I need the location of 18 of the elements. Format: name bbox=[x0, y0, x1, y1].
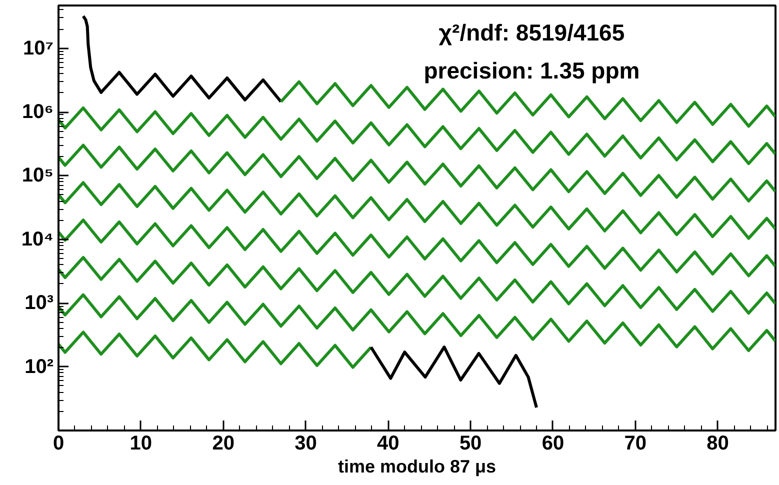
x-tick-label: 0 bbox=[52, 432, 64, 454]
y-tick-label: 10⁵ bbox=[22, 164, 54, 187]
y-tick-label: 10⁷ bbox=[23, 37, 54, 60]
x-tick-label: 60 bbox=[542, 432, 564, 454]
x-tick-label: 20 bbox=[212, 432, 234, 454]
x-tick-label: 50 bbox=[459, 432, 482, 454]
x-tick-label: 40 bbox=[377, 432, 400, 454]
y-tick-label: 10² bbox=[24, 356, 54, 378]
x-tick-label: 80 bbox=[706, 432, 729, 454]
x-tick-label: 70 bbox=[624, 432, 647, 454]
annotation: precision: 1.35 ppm bbox=[424, 57, 640, 84]
x-tick-label: 10 bbox=[130, 432, 152, 454]
x-axis-title: time modulo 87 μs bbox=[338, 456, 496, 476]
y-tick-label: 10⁶ bbox=[22, 101, 54, 124]
x-tick-label: 30 bbox=[294, 432, 317, 454]
y-tick-label: 10⁴ bbox=[21, 228, 54, 250]
annotation: χ²/ndf: 8519/4165 bbox=[438, 19, 625, 46]
y-tick-label: 10³ bbox=[24, 292, 54, 314]
